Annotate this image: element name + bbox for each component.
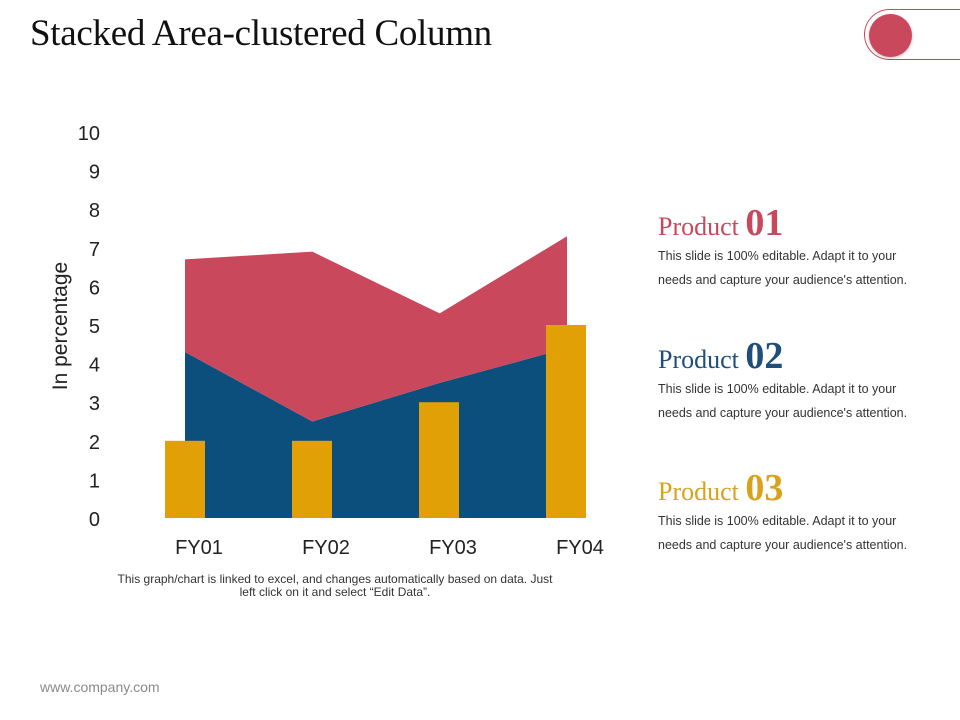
chart-note: This graph/chart is linked to excel, and…	[117, 572, 553, 599]
column-fy03	[419, 402, 459, 518]
product-03-word: Product	[658, 477, 739, 506]
column-fy04	[546, 325, 586, 518]
column-fy02	[292, 440, 332, 518]
column-fy01	[165, 440, 205, 518]
y-tick-label-5: 5	[89, 316, 100, 338]
y-tick-label-9: 9	[89, 162, 100, 184]
area-series-2	[185, 236, 567, 422]
product-01-word: Product	[658, 212, 739, 241]
slide-title: Stacked Area-clustered Column	[30, 13, 492, 54]
x-tick-label-fy02: FY02	[302, 537, 350, 559]
product-02-description: This slide is 100% editable. Adapt it to…	[658, 382, 908, 420]
y-tick-label-3: 3	[89, 393, 100, 415]
product-01-title: Product 01	[658, 204, 928, 244]
toggle-knob[interactable]	[869, 14, 912, 57]
product-02-title: Product 02	[658, 337, 928, 377]
y-tick-label-2: 2	[89, 432, 100, 454]
footer-url: www.company.com	[40, 679, 160, 695]
y-tick-label-6: 6	[89, 277, 100, 299]
product-02-block: Product 02 This slide is 100% editable. …	[658, 337, 928, 425]
y-axis-title: In percentage	[49, 262, 72, 390]
product-03-title: Product 03	[658, 469, 928, 509]
product-01-block: Product 01 This slide is 100% editable. …	[658, 204, 928, 292]
y-tick-label-0: 0	[89, 509, 100, 531]
product-03-number: 03	[745, 467, 784, 509]
product-01-description: This slide is 100% editable. Adapt it to…	[658, 249, 908, 287]
y-tick-label-8: 8	[89, 200, 100, 222]
y-tick-label-4: 4	[89, 355, 100, 377]
toggle-switch[interactable]	[864, 9, 960, 60]
product-03-block: Product 03 This slide is 100% editable. …	[658, 469, 928, 557]
x-tick-label-fy03: FY03	[429, 537, 477, 559]
product-02-word: Product	[658, 345, 739, 374]
x-tick-label-fy01: FY01	[175, 537, 223, 559]
product-03-description: This slide is 100% editable. Adapt it to…	[658, 514, 908, 552]
y-tick-label-10: 10	[78, 123, 100, 145]
y-tick-label-1: 1	[89, 470, 100, 492]
product-02-number: 02	[745, 335, 784, 377]
y-tick-label-7: 7	[89, 239, 100, 261]
area-series-1	[185, 348, 567, 518]
x-tick-label-fy04: FY04	[556, 537, 604, 559]
product-01-number: 01	[745, 202, 784, 244]
